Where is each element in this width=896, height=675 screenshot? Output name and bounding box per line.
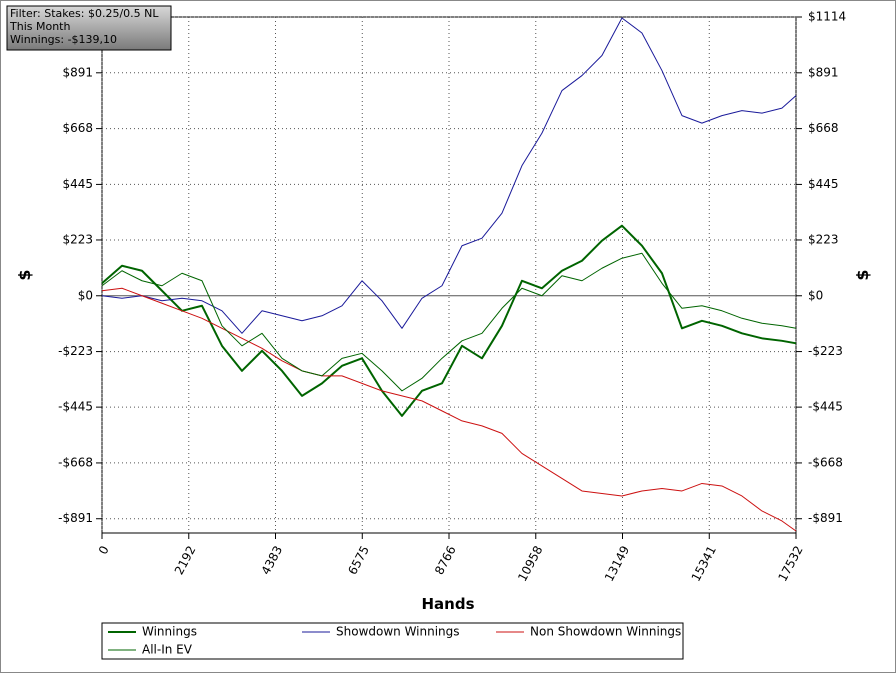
y-tick-label: -$668	[58, 455, 93, 469]
y2-axis-label: $	[853, 269, 872, 280]
y2-tick-label: -$445	[808, 400, 843, 414]
y2-tick-label: -$668	[808, 455, 843, 469]
legend-label: Non Showdown Winnings	[530, 625, 681, 639]
series-line	[101, 17, 797, 334]
filter-box	[6, 5, 172, 51]
y-tick-label: $668	[62, 121, 93, 135]
y2-tick-label: -$223	[808, 344, 843, 358]
series-line	[101, 224, 797, 417]
filter-text: Filter: Stakes: $0.25/0.5 NL	[10, 7, 159, 20]
y-tick-label: $0	[78, 288, 93, 302]
y2-tick-label: $445	[808, 177, 839, 191]
filter-text: This Month	[9, 20, 70, 33]
y2-tick-label: $668	[808, 121, 839, 135]
y2-tick-label: $1114	[808, 10, 846, 24]
y2-tick-label: $223	[808, 232, 839, 246]
plot-area	[101, 16, 797, 534]
x-axis-label: Hands	[421, 595, 474, 613]
filter-text: Winnings: -$139,10	[10, 33, 117, 46]
y-axis-label: $	[15, 269, 34, 280]
y-tick-label: -$223	[58, 344, 93, 358]
series-line	[101, 252, 797, 392]
legend-label: All-In EV	[142, 643, 193, 657]
y-tick-label: -$891	[58, 511, 93, 525]
legend-label: Showdown Winnings	[336, 625, 460, 639]
y-tick-label: $445	[62, 177, 93, 191]
legend-label: Winnings	[142, 625, 197, 639]
y2-tick-label: -$891	[808, 511, 843, 525]
series-line	[101, 287, 797, 532]
legend-box	[101, 622, 684, 660]
y-tick-label: $891	[62, 65, 93, 79]
y-tick-label: -$445	[58, 400, 93, 414]
y2-tick-label: $891	[808, 65, 839, 79]
y2-tick-label: $0	[808, 288, 823, 302]
y-tick-label: $223	[62, 232, 93, 246]
